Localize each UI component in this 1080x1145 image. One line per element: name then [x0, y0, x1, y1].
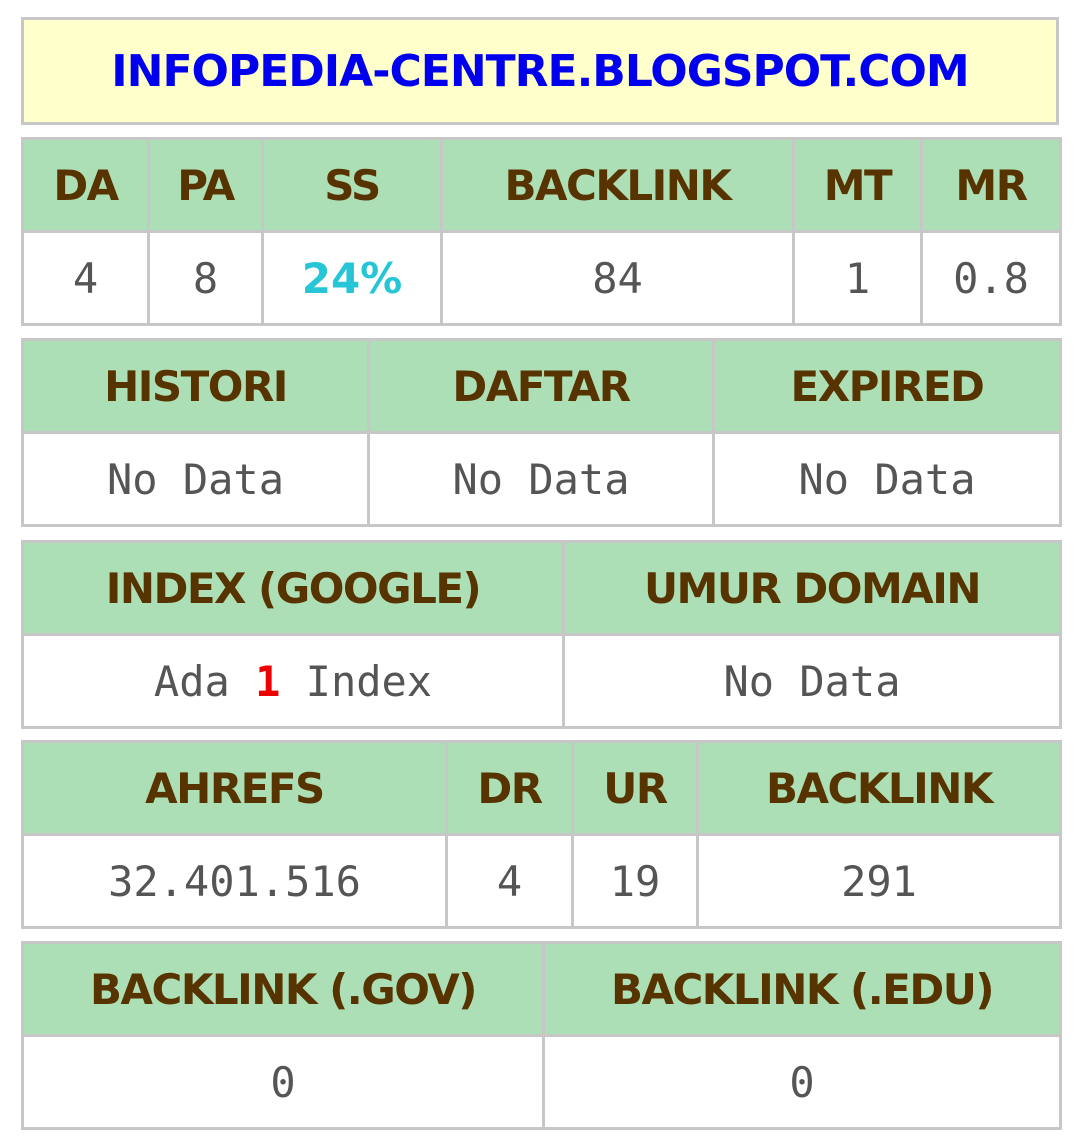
value-index-google: Ada 1 Index: [21, 633, 565, 729]
site-title: INFOPEDIA-CENTRE.BLOGSPOT.COM: [111, 45, 969, 97]
value-backlink-edu: 0: [542, 1034, 1062, 1130]
value-pa: 8: [147, 230, 264, 326]
table-header-row: INDEX (GOOGLE) UMUR DOMAIN: [21, 540, 1062, 636]
header-backlink-gov: BACKLINK (.GOV): [21, 941, 545, 1037]
value-mr: 0.8: [920, 230, 1062, 326]
table-row: 4 8 24% 84 1 0.8: [21, 230, 1062, 326]
table-header-row: HISTORI DAFTAR EXPIRED: [21, 338, 1062, 434]
gov-edu-backlink-table: BACKLINK (.GOV) BACKLINK (.EDU) 0 0: [21, 941, 1062, 1130]
value-ahrefs-backlink: 291: [696, 833, 1062, 929]
value-dr: 4: [445, 833, 574, 929]
table-row: 32.401.516 4 19 291: [21, 833, 1062, 929]
header-ss: SS: [261, 137, 443, 233]
value-ss: 24%: [261, 230, 443, 326]
value-histori: No Data: [21, 431, 370, 527]
header-ahrefs-backlink: BACKLINK: [696, 740, 1062, 836]
header-mr: MR: [920, 137, 1062, 233]
header-expired: EXPIRED: [712, 338, 1062, 434]
value-mt: 1: [792, 230, 923, 326]
index-suffix: Index: [305, 656, 433, 706]
header-histori: HISTORI: [21, 338, 370, 434]
value-backlink: 84: [440, 230, 795, 326]
header-index-google: INDEX (GOOGLE): [21, 540, 565, 636]
value-backlink-gov: 0: [21, 1034, 545, 1130]
header-mt: MT: [792, 137, 923, 233]
value-da: 4: [21, 230, 150, 326]
value-expired: No Data: [712, 431, 1062, 527]
header-ur: UR: [571, 740, 699, 836]
domain-history-table: HISTORI DAFTAR EXPIRED No Data No Data N…: [21, 338, 1062, 527]
header-ahrefs: AHREFS: [21, 740, 448, 836]
table-row: No Data No Data No Data: [21, 431, 1062, 527]
value-ahrefs-rank: 32.401.516: [21, 833, 448, 929]
table-header-row: DA PA SS BACKLINK MT MR: [21, 137, 1062, 233]
header-dr: DR: [445, 740, 574, 836]
header-pa: PA: [147, 137, 264, 233]
header-da: DA: [21, 137, 150, 233]
ahrefs-metrics-table: AHREFS DR UR BACKLINK 32.401.516 4 19 29…: [21, 740, 1062, 929]
site-title-banner: INFOPEDIA-CENTRE.BLOGSPOT.COM: [21, 17, 1059, 125]
spam-score-value: 24%: [301, 253, 403, 303]
index-prefix: Ada: [153, 656, 230, 706]
index-age-table: INDEX (GOOGLE) UMUR DOMAIN Ada 1 Index N…: [21, 540, 1062, 729]
table-header-row: AHREFS DR UR BACKLINK: [21, 740, 1062, 836]
header-daftar: DAFTAR: [367, 338, 715, 434]
table-header-row: BACKLINK (.GOV) BACKLINK (.EDU): [21, 941, 1062, 1037]
value-umur-domain: No Data: [562, 633, 1062, 729]
header-backlink: BACKLINK: [440, 137, 795, 233]
moz-metrics-table: DA PA SS BACKLINK MT MR 4 8 24% 84 1 0.8: [21, 137, 1062, 326]
table-row: 0 0: [21, 1034, 1062, 1130]
table-row: Ada 1 Index No Data: [21, 633, 1062, 729]
value-ur: 19: [571, 833, 699, 929]
header-backlink-edu: BACKLINK (.EDU): [542, 941, 1062, 1037]
index-count: 1: [255, 656, 281, 706]
value-daftar: No Data: [367, 431, 715, 527]
header-umur-domain: UMUR DOMAIN: [562, 540, 1062, 636]
